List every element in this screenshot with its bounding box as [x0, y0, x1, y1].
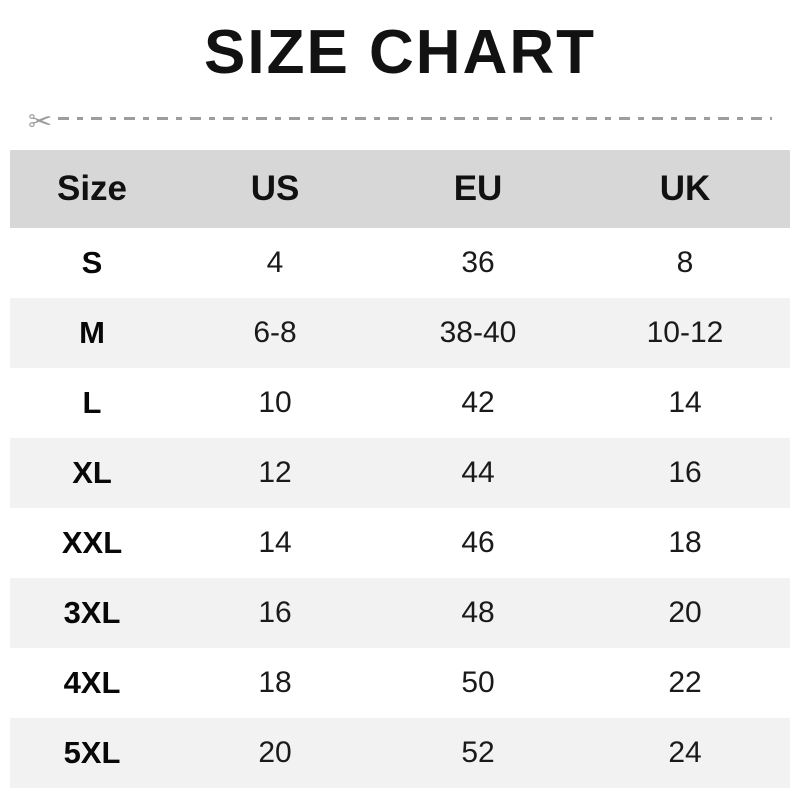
cell-us: 12 [174, 438, 376, 508]
cell-eu: 50 [376, 648, 580, 718]
cell-eu: 48 [376, 578, 580, 648]
cell-eu: 36 [376, 228, 580, 298]
size-chart-table: Size US EU UK S 4 36 8 M 6-8 38-40 10-12… [10, 150, 790, 788]
table-row: M 6-8 38-40 10-12 [10, 298, 790, 368]
cell-uk: 24 [580, 718, 790, 788]
dashed-cut-line [58, 116, 772, 120]
cell-us: 6-8 [174, 298, 376, 368]
cell-size: L [10, 368, 174, 438]
cell-us: 20 [174, 718, 376, 788]
column-header-us: US [174, 150, 376, 228]
cell-size: 5XL [10, 718, 174, 788]
cell-uk: 18 [580, 508, 790, 578]
cell-eu: 38-40 [376, 298, 580, 368]
table-row: 5XL 20 52 24 [10, 718, 790, 788]
scissors-icon: ✂ [28, 102, 53, 135]
table-row: 4XL 18 50 22 [10, 648, 790, 718]
table-row: 3XL 16 48 20 [10, 578, 790, 648]
cell-uk: 16 [580, 438, 790, 508]
cell-size: XXL [10, 508, 174, 578]
cell-uk: 20 [580, 578, 790, 648]
table-header-row: Size US EU UK [10, 150, 790, 228]
cell-size: 4XL [10, 648, 174, 718]
table-body: S 4 36 8 M 6-8 38-40 10-12 L 10 42 14 XL… [10, 228, 790, 788]
cell-us: 10 [174, 368, 376, 438]
table-header: Size US EU UK [10, 150, 790, 228]
cell-eu: 52 [376, 718, 580, 788]
cell-size: XL [10, 438, 174, 508]
cell-eu: 46 [376, 508, 580, 578]
cell-uk: 22 [580, 648, 790, 718]
page-title: SIZE CHART [204, 18, 596, 87]
column-header-uk: UK [580, 150, 790, 228]
cell-size: M [10, 298, 174, 368]
cell-uk: 10-12 [580, 298, 790, 368]
cell-us: 4 [174, 228, 376, 298]
cell-us: 18 [174, 648, 376, 718]
cell-uk: 14 [580, 368, 790, 438]
cell-us: 14 [174, 508, 376, 578]
cut-line: ✂ [28, 100, 772, 136]
table-row: L 10 42 14 [10, 368, 790, 438]
cell-eu: 42 [376, 368, 580, 438]
table-row: XXL 14 46 18 [10, 508, 790, 578]
column-header-eu: EU [376, 150, 580, 228]
table-row: S 4 36 8 [10, 228, 790, 298]
column-header-size: Size [10, 150, 174, 228]
cell-us: 16 [174, 578, 376, 648]
cell-size: S [10, 228, 174, 298]
cell-size: 3XL [10, 578, 174, 648]
cell-eu: 44 [376, 438, 580, 508]
cell-uk: 8 [580, 228, 790, 298]
table-row: XL 12 44 16 [10, 438, 790, 508]
